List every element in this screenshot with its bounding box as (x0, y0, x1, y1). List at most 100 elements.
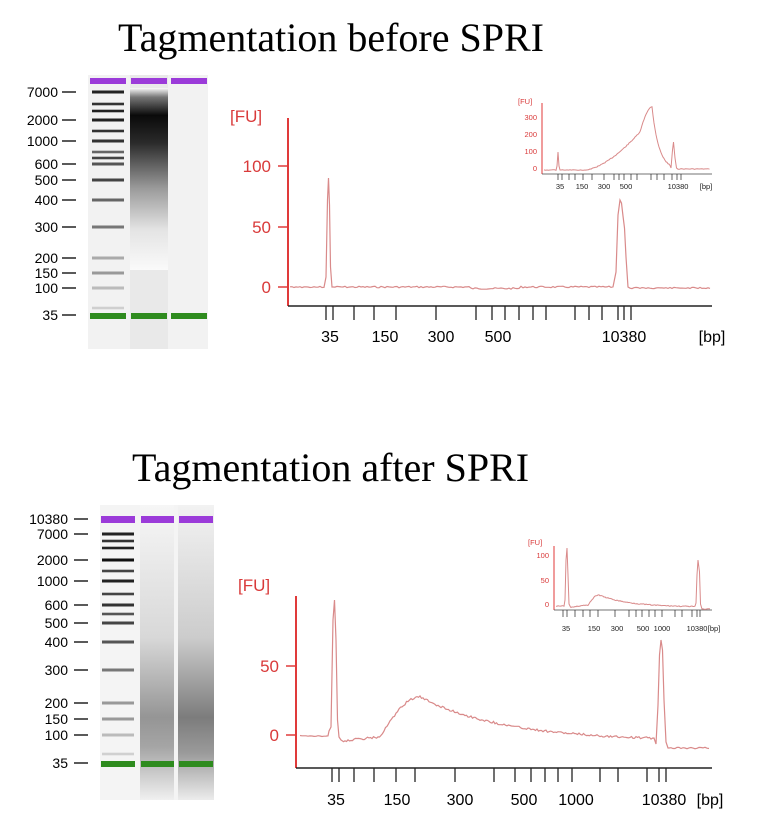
x-tick-label: 150 (372, 329, 399, 346)
y-tick-label: 50 (541, 576, 549, 585)
y-axis-unit: [FU] (230, 107, 262, 126)
ladder-label: 200 (35, 250, 59, 266)
ladder-band (102, 569, 134, 573)
trace-line (289, 177, 711, 290)
trace-line (543, 106, 710, 171)
upper-marker-band (179, 516, 213, 523)
x-tick-label: 300 (598, 182, 611, 191)
x-axis-unit: [bp] (697, 792, 724, 809)
gel-smear (178, 505, 214, 800)
ladder-band (102, 621, 134, 625)
upper-marker-band (131, 78, 167, 84)
ladder-band (92, 286, 124, 290)
ladder-band (102, 668, 134, 672)
ladder-label: 150 (35, 265, 59, 281)
ladder-band (102, 717, 134, 721)
ladder-label: 500 (45, 615, 69, 631)
ladder-band (92, 198, 124, 202)
y-axis-unit: [FU] (238, 576, 270, 595)
ladder-label: 600 (45, 597, 69, 613)
ladder-band (102, 532, 134, 536)
ladder-band (92, 109, 124, 113)
x-tick-label: 150 (384, 792, 411, 809)
x-axis-unit: [bp] (708, 624, 721, 633)
electropherogram-before-spri: [FU] 100 50 0 35 150 300 500 10380 [bp] (230, 107, 725, 346)
ladder-label: 35 (52, 755, 68, 771)
x-tick-label: 35 (562, 624, 570, 633)
x-tick-label: 1000 (558, 792, 594, 809)
x-tick-label: 35 (327, 792, 345, 809)
ladder-band (102, 603, 134, 607)
y-tick-label: 100 (524, 147, 537, 156)
y-tick-label: 300 (524, 113, 537, 122)
x-tick-label: 10380 (687, 624, 708, 633)
x-tick-label: 1000 (654, 624, 671, 633)
ladder-label: 200 (45, 695, 69, 711)
upper-marker-band (171, 78, 207, 84)
ladder-band (92, 306, 124, 310)
ladder-band (92, 139, 124, 143)
x-tick-label: 500 (637, 624, 650, 633)
x-tick-label: 150 (576, 182, 589, 191)
ladder-band (102, 612, 134, 616)
ladder-label: 2000 (27, 112, 58, 128)
x-ticks (331, 768, 667, 782)
ladder-band (102, 579, 134, 583)
ladder-band (92, 102, 124, 106)
title-after-spri: Tagmentation after SPRI (132, 445, 530, 490)
ladder-bands (92, 90, 124, 310)
ladder-label: 300 (35, 219, 59, 235)
ladder-bands (102, 532, 134, 756)
ladder-label: 300 (45, 662, 69, 678)
trace-line (299, 599, 710, 750)
trace-line (556, 547, 711, 610)
ladder-band (92, 150, 124, 154)
electropherogram-after-spri: [FU] 50 0 35 150 300 500 1000 10380 [bp] (238, 576, 723, 809)
ladder-band (102, 592, 134, 596)
x-tick-label: 35 (556, 182, 564, 191)
x-axis-unit: [bp] (699, 329, 726, 346)
ladder-label: 35 (42, 307, 58, 323)
ladder-label: 400 (45, 634, 69, 650)
y-tick-label: 200 (524, 130, 537, 139)
lower-marker-band (101, 761, 135, 767)
gel-smear (130, 88, 168, 270)
title-before-spri: Tagmentation before SPRI (118, 15, 544, 60)
x-tick-label: 500 (620, 182, 633, 191)
lower-marker-band (90, 313, 126, 319)
lower-marker-band (179, 761, 213, 767)
y-tick-label: 0 (533, 164, 537, 173)
x-axis-unit: [bp] (700, 182, 713, 191)
ladder-label: 100 (35, 280, 59, 296)
x-tick-label: 300 (611, 624, 624, 633)
inset-after-spri: [FU] 100 50 0 35 150 300 500 1000 10380 … (528, 538, 720, 633)
ladder-label: 7000 (37, 526, 68, 542)
ladder-label: 100 (45, 727, 69, 743)
ladder-label: 150 (45, 711, 69, 727)
y-axis-unit: [FU] (518, 97, 532, 106)
ladder-band (92, 271, 124, 275)
ladder-band (92, 162, 124, 166)
x-tick-label: 150 (588, 624, 601, 633)
ladder-label: 1000 (27, 133, 58, 149)
ladder-label: 1000 (37, 573, 68, 589)
x-ticks (325, 306, 632, 320)
ladder-band (92, 90, 124, 94)
ladder-label: 400 (35, 192, 59, 208)
ladder-band (102, 640, 134, 644)
y-axis-unit: [FU] (528, 538, 542, 547)
ladder-band (102, 701, 134, 705)
ladder-band (92, 178, 124, 182)
lower-marker-band (171, 313, 207, 319)
x-tick-label: 35 (321, 329, 339, 346)
ladder-band (92, 129, 124, 133)
ladder-band (102, 546, 134, 550)
y-tick-label: 50 (252, 218, 271, 237)
ladder-label: 2000 (37, 552, 68, 568)
ladder-band (92, 118, 124, 122)
x-ticks (557, 174, 682, 180)
lower-marker-band (131, 313, 167, 319)
